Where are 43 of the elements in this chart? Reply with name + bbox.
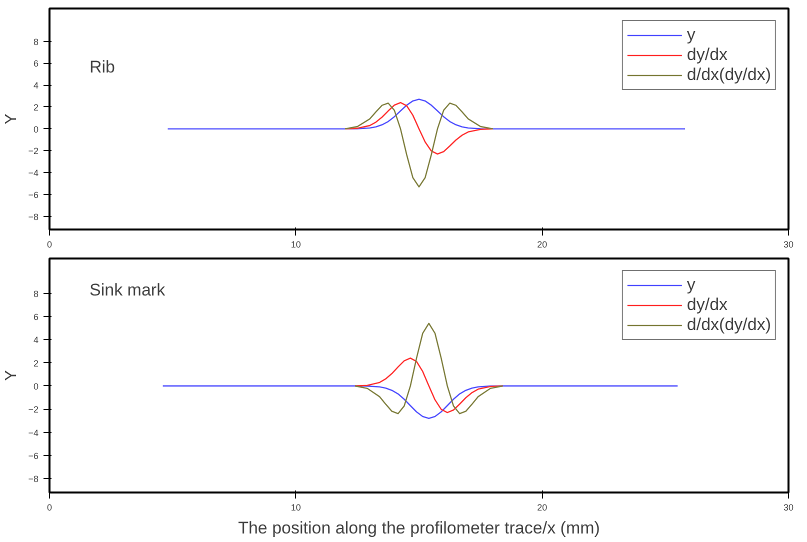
y-tick-label: 8 [33,288,39,299]
y-tick-label: −8 [28,474,39,484]
x-tick-label: 0 [46,502,52,512]
y-tick-label: 8 [33,36,39,47]
y-tick-label: −2 [28,146,39,156]
y-tick-label: −6 [28,450,39,461]
y-tick-label: −8 [28,212,39,222]
y-tick-label: 6 [33,312,39,322]
y-tick-label: 0 [33,381,39,392]
line-series [354,322,504,414]
line-series [344,102,494,155]
y-axis-title: Y [3,113,20,124]
line-series [167,98,686,130]
y-tick-label: 0 [33,124,39,134]
y-tick-label: 6 [33,58,39,69]
legend-label: d/dx(dy/dx) [686,315,771,335]
y-axis-title: Y [3,370,20,381]
legend-label: d/dx(dy/dx) [686,65,771,85]
x-axis-title: The position along the profilometer trace/x (mm) [238,518,600,538]
x-tick-label: 30 [783,240,794,250]
x-tick-label: 30 [783,502,794,512]
legend-label: dy/dx [686,295,728,315]
y-tick-label: −4 [28,428,39,438]
y-tick-label: −6 [28,190,39,200]
x-tick-label: 20 [537,502,548,512]
x-tick-label: 10 [290,502,301,512]
line-series [354,357,504,414]
legend-label: y [686,275,696,295]
line-series [162,385,678,420]
y-tick-label: 4 [33,80,39,91]
annotation: Rib [90,58,116,76]
legend-label: dy/dx [686,45,728,65]
x-tick-label: 0 [46,240,52,250]
y-tick-label: 2 [33,102,39,112]
annotation: Sink mark [90,280,166,300]
y-tick-label: 4 [33,335,39,346]
legend-label: y [686,25,696,45]
y-tick-label: −2 [28,404,39,415]
x-tick-label: 20 [537,240,548,250]
y-tick-label: 2 [33,358,39,368]
x-tick-label: 10 [290,240,301,250]
line-series [344,102,494,188]
y-tick-label: −4 [28,168,39,178]
